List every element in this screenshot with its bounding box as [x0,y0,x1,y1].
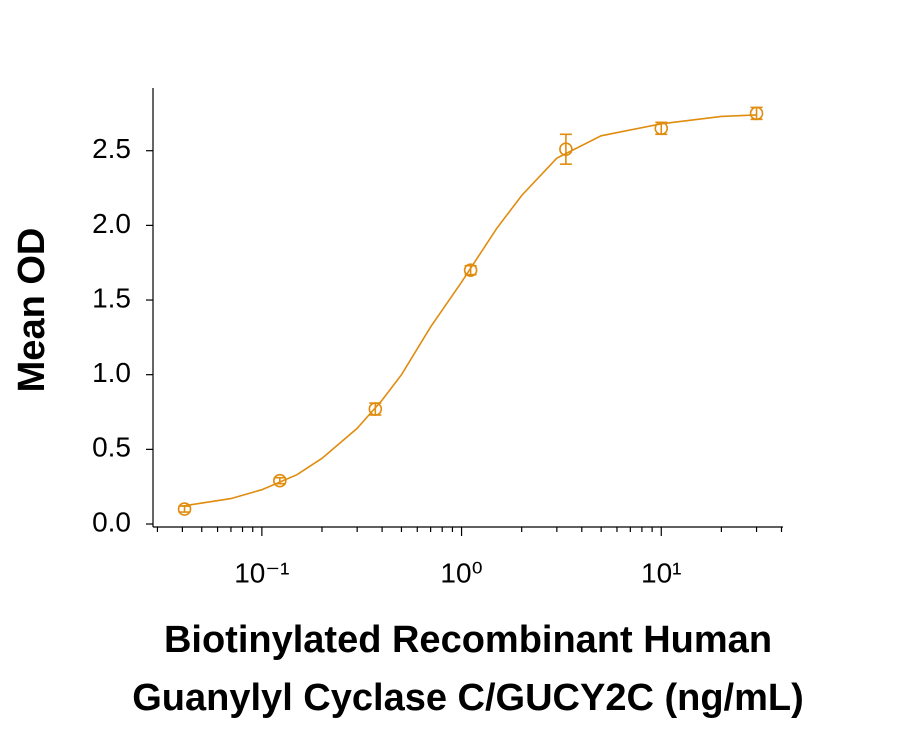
y-tick-label: 0.0 [92,506,131,537]
point [559,142,573,157]
point [463,263,478,277]
point [368,402,383,416]
y-tick-label: 2.5 [92,133,131,164]
x-axis-label: Guanylyl Cyclase C/GUCY2C (ng/mL) [132,677,804,719]
y-tick-label: 0.5 [92,432,131,463]
point [273,473,287,488]
point [654,121,669,136]
y-axis-label: Mean OD [11,228,53,393]
y-tick-label: 1.0 [92,357,131,388]
x-axis-label: Biotinylated Recombinant Human [164,619,772,661]
point [749,106,764,121]
y-tick-label: 1.5 [92,282,131,313]
fit-curve [182,114,757,507]
x-tick-label: 10⁰ [440,557,482,588]
x-tick-label: 10¹ [641,557,681,588]
point [177,502,192,516]
y-tick-label: 2.0 [92,208,131,239]
x-tick-label: 10⁻¹ [234,557,289,588]
